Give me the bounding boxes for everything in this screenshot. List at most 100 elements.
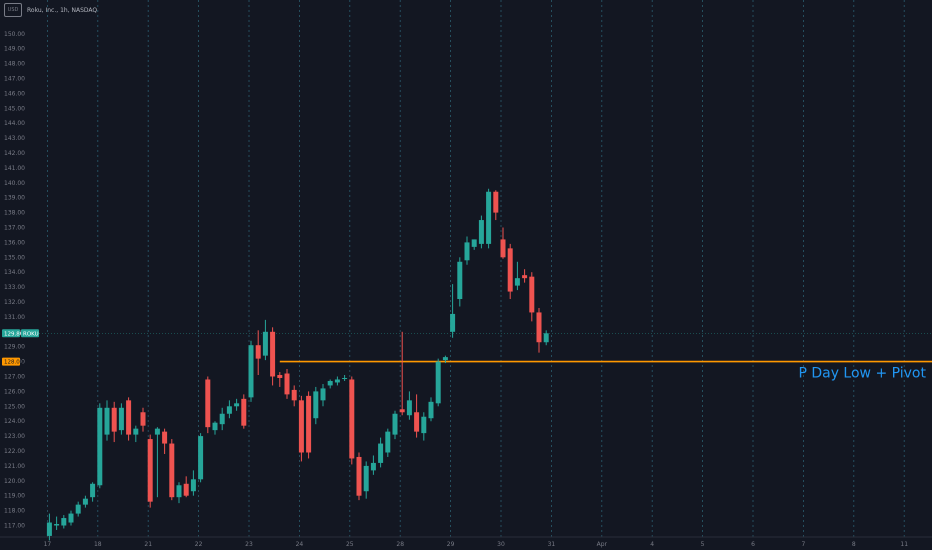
- candle-body: [147, 439, 153, 502]
- candle: [313, 386, 319, 425]
- candle-body: [176, 485, 182, 498]
- candle: [399, 331, 405, 416]
- candle: [241, 394, 247, 429]
- x-tick-label: 5: [701, 541, 705, 548]
- candle-body: [169, 443, 175, 498]
- candle-body: [486, 191, 492, 244]
- candle-body: [291, 389, 297, 401]
- candle-body: [219, 413, 225, 425]
- candle-body: [270, 331, 276, 377]
- candle-body: [457, 261, 463, 300]
- candle: [219, 407, 225, 431]
- y-tick-label: 148.00: [4, 61, 25, 68]
- x-tick-label: 31: [548, 541, 556, 548]
- chart-title: Roku, Inc., 1h, NASDAQ: [27, 6, 98, 14]
- candle: [349, 376, 355, 465]
- candle: [327, 379, 333, 389]
- candle-body: [262, 331, 268, 356]
- candle: [464, 236, 470, 265]
- y-tick-label: 117.00: [4, 523, 25, 530]
- candle: [205, 376, 211, 434]
- candle: [378, 437, 384, 468]
- y-tick-label: 144.00: [4, 120, 25, 127]
- x-tick-label: 7: [801, 541, 805, 548]
- y-tick-label: 134.00: [4, 269, 25, 276]
- candle-body: [414, 412, 420, 432]
- candle: [385, 428, 391, 457]
- candle-body: [392, 413, 398, 435]
- candle-body: [543, 333, 549, 343]
- candle-body: [162, 431, 168, 444]
- candle: [457, 257, 463, 307]
- y-tick-label: 118.00: [4, 508, 25, 515]
- candle: [406, 391, 412, 420]
- candle-body: [536, 312, 542, 343]
- candle-body: [327, 380, 333, 386]
- candle: [435, 358, 441, 407]
- y-tick-label: 141.00: [4, 165, 25, 172]
- candle-body: [320, 388, 326, 401]
- candles: [46, 188, 549, 541]
- candle-body: [385, 431, 391, 453]
- candle: [97, 403, 103, 489]
- candle: [140, 407, 146, 432]
- candle: [493, 190, 499, 221]
- candle-body: [500, 239, 506, 258]
- candle: [298, 395, 304, 462]
- candle: [46, 513, 52, 541]
- y-tick-label: 149.00: [4, 46, 25, 53]
- candle: [133, 425, 139, 443]
- candle-body: [450, 313, 456, 332]
- candle: [212, 421, 218, 435]
- candle-body: [356, 456, 362, 496]
- y-tick-label: 142.00: [4, 150, 25, 157]
- y-tick-label: 127.00: [4, 374, 25, 381]
- candle: [277, 372, 283, 387]
- candle: [514, 261, 520, 291]
- candle: [507, 243, 513, 300]
- candle: [68, 510, 74, 526]
- x-tick-label: 4: [650, 541, 654, 548]
- candle: [126, 397, 132, 441]
- badge-value: 128.00: [4, 360, 24, 366]
- candle-body: [342, 377, 348, 379]
- candle-body: [241, 398, 247, 426]
- candle-body: [471, 239, 477, 247]
- x-tick-label: 29: [447, 541, 455, 548]
- candle-body: [118, 407, 124, 431]
- candle: [198, 433, 204, 483]
- y-tick-label: 150.00: [4, 31, 25, 38]
- candle-body: [183, 483, 189, 496]
- candle: [529, 272, 535, 322]
- candle: [154, 427, 160, 498]
- candle-body: [406, 400, 412, 416]
- candle: [543, 330, 549, 346]
- candle-body: [349, 379, 355, 459]
- x-tick-label: 17: [44, 541, 52, 548]
- y-tick-label: 140.00: [4, 180, 25, 187]
- x-tick-label: 18: [94, 541, 102, 548]
- candle: [262, 319, 268, 361]
- candle-body: [46, 522, 52, 536]
- candle-body: [198, 436, 204, 480]
- candle: [234, 398, 240, 411]
- candle-body: [464, 242, 470, 261]
- candle-body: [154, 428, 160, 435]
- candle-body: [277, 375, 283, 378]
- candle: [414, 394, 420, 438]
- candle: [248, 340, 254, 402]
- candle-body: [363, 465, 369, 492]
- candle-body: [212, 422, 218, 431]
- candle: [471, 239, 477, 250]
- candle-body: [421, 416, 427, 434]
- candle: [306, 391, 312, 459]
- candle: [118, 403, 124, 435]
- candle: [486, 188, 492, 249]
- badge-tag: ROKU: [23, 331, 39, 337]
- last-price-badge: 129.86 ROKU: [2, 329, 39, 338]
- y-tick-label: 135.00: [4, 254, 25, 261]
- y-tick-label: 124.00: [4, 418, 25, 425]
- symbol-logo-icon: USD: [4, 3, 22, 17]
- y-tick-label: 121.00: [4, 463, 25, 470]
